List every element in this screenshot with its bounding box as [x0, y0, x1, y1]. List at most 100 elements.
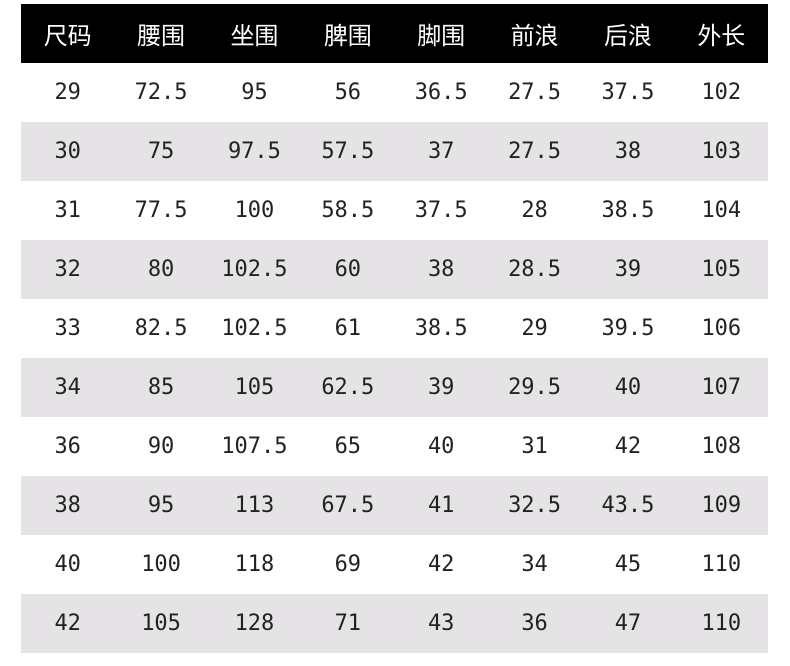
table-cell: 42 [581, 417, 675, 476]
header-thigh: 脾围 [301, 4, 395, 63]
table-row: 38 95 113 67.5 41 32.5 43.5 109 [21, 476, 768, 535]
table-cell: 75 [114, 122, 208, 181]
table-cell: 105 [114, 594, 208, 653]
table-cell: 110 [674, 535, 768, 594]
table-cell: 40 [21, 535, 115, 594]
table-cell: 102.5 [207, 299, 302, 358]
table-cell: 42 [394, 535, 488, 594]
table-cell: 37.5 [394, 181, 488, 240]
table-cell: 33 [21, 299, 115, 358]
table-cell: 38 [394, 240, 488, 299]
size-chart-table: 尺码 腰围 坐围 脾围 脚围 前浪 后浪 外长 29 72.5 95 56 36.5 27… [21, 4, 768, 653]
header-hip: 坐围 [207, 4, 302, 63]
table-cell: 113 [207, 476, 302, 535]
table-cell: 105 [674, 240, 768, 299]
table-cell: 43 [394, 594, 488, 653]
table-row: 34 85 105 62.5 39 29.5 40 107 [21, 358, 768, 417]
header-outseam: 外长 [674, 4, 768, 63]
header-back-rise: 后浪 [581, 4, 675, 63]
table-cell: 67.5 [301, 476, 395, 535]
table-cell: 102.5 [207, 240, 302, 299]
table-cell: 40 [581, 358, 675, 417]
table-cell: 29 [487, 299, 582, 358]
table-cell: 56 [301, 63, 395, 122]
table-cell: 62.5 [301, 358, 395, 417]
table-row: 30 75 97.5 57.5 37 27.5 38 103 [21, 122, 768, 181]
table-row: 29 72.5 95 56 36.5 27.5 37.5 102 [21, 63, 768, 122]
table-cell: 60 [301, 240, 395, 299]
table-cell: 100 [207, 181, 302, 240]
table-cell: 72.5 [114, 63, 208, 122]
table-cell: 95 [207, 63, 302, 122]
table-cell: 29 [21, 63, 115, 122]
table-row: 40 100 118 69 42 34 45 110 [21, 535, 768, 594]
table-cell: 41 [394, 476, 488, 535]
table-row: 32 80 102.5 60 38 28.5 39 105 [21, 240, 768, 299]
table-cell: 29.5 [487, 358, 582, 417]
table-cell: 37 [394, 122, 488, 181]
table-cell: 32.5 [487, 476, 582, 535]
table-cell: 37.5 [581, 63, 675, 122]
table-cell: 80 [114, 240, 208, 299]
table-cell: 36 [21, 417, 115, 476]
table-cell: 107 [674, 358, 768, 417]
table-cell: 103 [674, 122, 768, 181]
table-cell: 69 [301, 535, 395, 594]
table-cell: 39 [394, 358, 488, 417]
header-row: 尺码 腰围 坐围 脾围 脚围 前浪 后浪 外长 [21, 4, 768, 63]
table-cell: 106 [674, 299, 768, 358]
table-header: 尺码 腰围 坐围 脾围 脚围 前浪 后浪 外长 [21, 4, 768, 63]
table-cell: 27.5 [487, 63, 582, 122]
table-row: 33 82.5 102.5 61 38.5 29 39.5 106 [21, 299, 768, 358]
table-cell: 38.5 [581, 181, 675, 240]
table-cell: 105 [207, 358, 302, 417]
table-cell: 38 [581, 122, 675, 181]
table-cell: 61 [301, 299, 395, 358]
table-cell: 36 [487, 594, 582, 653]
table-cell: 34 [487, 535, 582, 594]
table-cell: 38 [21, 476, 115, 535]
table-cell: 31 [21, 181, 115, 240]
table-cell: 109 [674, 476, 768, 535]
header-front-rise: 前浪 [487, 4, 582, 63]
table-cell: 39.5 [581, 299, 675, 358]
table-cell: 34 [21, 358, 115, 417]
table-body: 29 72.5 95 56 36.5 27.5 37.5 102 30 75 97.5 57.5 37 2… [21, 63, 768, 653]
table-cell: 100 [114, 535, 208, 594]
table-cell: 47 [581, 594, 675, 653]
table-row: 31 77.5 100 58.5 37.5 28 38.5 104 [21, 181, 768, 240]
table-cell: 58.5 [301, 181, 395, 240]
table-cell: 57.5 [301, 122, 395, 181]
table-cell: 108 [674, 417, 768, 476]
table-cell: 43.5 [581, 476, 675, 535]
table-cell: 110 [674, 594, 768, 653]
table-cell: 71 [301, 594, 395, 653]
table-row: 42 105 128 71 43 36 47 110 [21, 594, 768, 653]
table-cell: 28.5 [487, 240, 582, 299]
table-cell: 39 [581, 240, 675, 299]
table-cell: 32 [21, 240, 115, 299]
table-cell: 40 [394, 417, 488, 476]
table-cell: 42 [21, 594, 115, 653]
table-cell: 77.5 [114, 181, 208, 240]
table-cell: 97.5 [207, 122, 302, 181]
table-cell: 30 [21, 122, 115, 181]
header-waist: 腰围 [114, 4, 208, 63]
table-cell: 95 [114, 476, 208, 535]
table-cell: 90 [114, 417, 208, 476]
table-cell: 102 [674, 63, 768, 122]
table-cell: 45 [581, 535, 675, 594]
table-cell: 85 [114, 358, 208, 417]
header-size: 尺码 [21, 4, 115, 63]
table-cell: 107.5 [207, 417, 302, 476]
table-cell: 118 [207, 535, 302, 594]
table-cell: 65 [301, 417, 395, 476]
table-cell: 38.5 [394, 299, 488, 358]
header-leg-opening: 脚围 [394, 4, 488, 63]
table-cell: 36.5 [394, 63, 488, 122]
table-cell: 128 [207, 594, 302, 653]
table-row: 36 90 107.5 65 40 31 42 108 [21, 417, 768, 476]
table-cell: 82.5 [114, 299, 208, 358]
table-cell: 104 [674, 181, 768, 240]
table-cell: 28 [487, 181, 582, 240]
